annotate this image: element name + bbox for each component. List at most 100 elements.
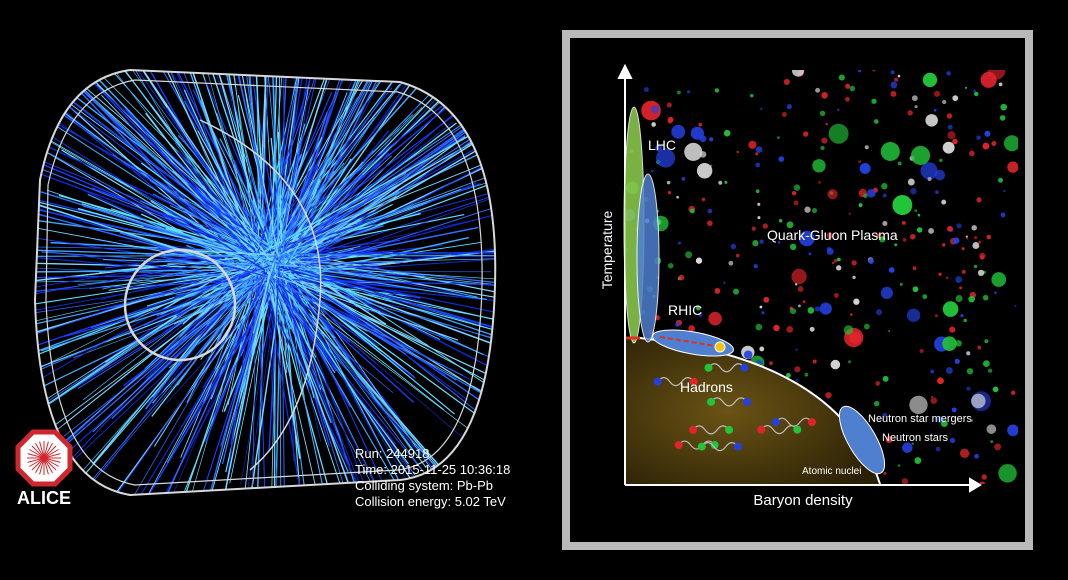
particle — [960, 314, 964, 318]
spring — [701, 441, 739, 452]
spring — [710, 397, 748, 407]
particle — [998, 177, 1004, 183]
track — [123, 70, 277, 265]
particle — [987, 70, 1006, 80]
particle — [952, 95, 959, 102]
particle — [949, 437, 956, 444]
particle — [897, 464, 901, 467]
particle — [848, 360, 852, 364]
particle — [723, 129, 731, 137]
track — [40, 191, 256, 261]
particle — [910, 233, 916, 240]
particle — [946, 225, 953, 232]
critical-point — [714, 341, 726, 353]
particle — [911, 145, 931, 166]
particle — [685, 251, 693, 259]
track — [35, 136, 257, 277]
track — [256, 85, 260, 265]
particle — [751, 226, 756, 231]
particle — [1011, 390, 1016, 395]
particle — [1007, 424, 1018, 437]
particle — [701, 197, 706, 202]
particle — [1007, 161, 1018, 173]
track — [272, 70, 406, 268]
x-axis-label: Baryon density — [753, 492, 853, 509]
particle — [781, 111, 787, 117]
track — [271, 70, 417, 263]
particle — [838, 74, 845, 81]
particle — [797, 286, 804, 292]
track — [221, 271, 271, 495]
particle — [966, 368, 974, 375]
particle — [888, 267, 895, 273]
particle — [914, 105, 918, 109]
track — [232, 70, 273, 273]
logo-ray — [43, 457, 57, 471]
particle — [910, 188, 917, 195]
logo-ray — [43, 457, 49, 475]
particle — [994, 291, 997, 294]
track — [58, 194, 256, 253]
track — [256, 279, 394, 393]
logo-ray — [39, 441, 45, 459]
particle — [828, 123, 849, 144]
particle — [696, 163, 713, 179]
particle — [930, 397, 938, 404]
particle — [777, 241, 781, 244]
logo-ray — [39, 457, 45, 475]
track — [273, 257, 277, 495]
particle — [735, 253, 740, 258]
logo-ray — [43, 457, 59, 467]
track — [268, 274, 301, 459]
particle — [650, 105, 660, 114]
track — [278, 209, 401, 265]
event-info: Collision energy: 5.02 TeV — [355, 494, 506, 509]
track — [278, 116, 285, 260]
particle — [945, 367, 953, 374]
track — [271, 269, 356, 495]
track — [270, 70, 281, 280]
particle — [998, 464, 1017, 483]
particle — [922, 294, 928, 300]
particle — [977, 345, 982, 350]
particle — [984, 130, 991, 137]
particle — [789, 243, 797, 251]
quark — [725, 425, 734, 434]
particle — [858, 160, 862, 163]
particle — [867, 188, 876, 198]
event-info: Colliding system: Pb-Pb — [355, 478, 493, 493]
track — [257, 70, 347, 254]
particle — [998, 82, 1003, 87]
particle — [955, 340, 962, 347]
particle — [698, 122, 703, 127]
quark — [807, 418, 816, 427]
particle — [833, 258, 838, 263]
logo-ray — [43, 441, 49, 459]
particle — [778, 156, 785, 162]
track — [64, 277, 279, 337]
track — [152, 267, 263, 495]
particle — [901, 478, 909, 484]
particle — [809, 326, 815, 332]
spring — [760, 425, 798, 435]
particle — [723, 281, 726, 284]
particle — [911, 442, 914, 445]
track — [284, 151, 496, 274]
label: Neutron star mergers — [868, 413, 972, 425]
track — [272, 253, 363, 495]
particle — [899, 282, 903, 286]
track — [206, 263, 277, 495]
track — [278, 266, 496, 364]
particle — [871, 98, 877, 104]
track — [35, 124, 267, 268]
track — [35, 98, 267, 257]
particle — [757, 216, 761, 220]
particle — [864, 145, 869, 150]
quark — [689, 377, 698, 386]
particle — [955, 295, 963, 302]
track — [268, 251, 496, 256]
particle — [804, 372, 809, 377]
particle — [799, 230, 815, 247]
track — [35, 244, 270, 252]
quark — [743, 397, 752, 406]
